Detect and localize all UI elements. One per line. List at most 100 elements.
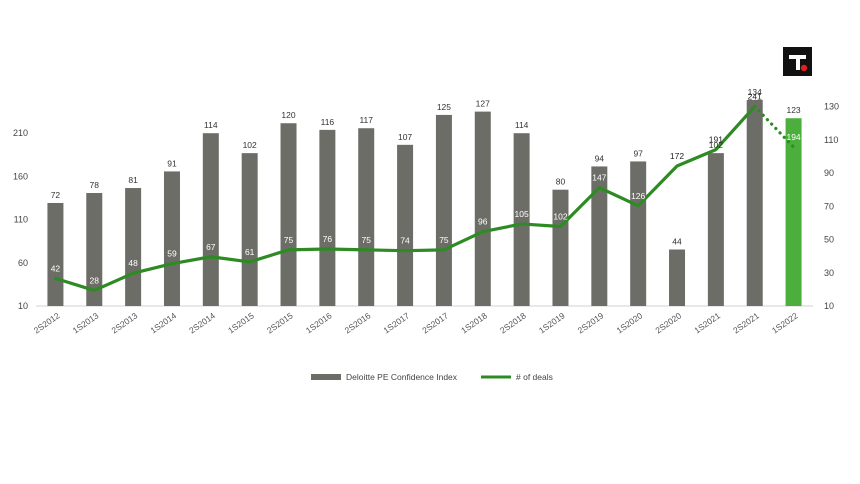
right-tick-label: 70 [824,201,834,211]
legend: Deloitte PE Confidence Index # of deals [311,372,553,382]
x-tick-label: 1S2017 [381,310,411,335]
right-axis: 10 30 50 70 90 110 130 [824,102,839,311]
x-tick-label: 2S2019 [576,310,606,335]
deal-value-label: 172 [670,151,684,161]
x-tick-label: 2S2012 [32,310,62,335]
x-tick-label: 2S2014 [187,310,217,335]
bar-value-label: 81 [128,175,138,185]
x-tick-label: 1S2019 [537,310,567,335]
deal-value-label: 105 [515,209,529,219]
bar-value-label: 97 [633,148,643,158]
x-axis-ticks: 2S2012 1S2013 2S2013 1S2014 2S2014 1S2015 2S20… [32,310,800,335]
bar [241,153,258,306]
bar-value-label: 94 [595,153,605,163]
x-tick-label: 2S2015 [265,310,295,335]
bar [552,189,569,306]
deal-value-label: 147 [592,173,606,183]
x-tick-label: 1S2020 [615,310,645,335]
x-tick-label: 2S2016 [343,310,373,335]
bar-value-label: 120 [281,110,295,120]
bar-value-label: 44 [672,237,682,247]
x-tick-label: 2S2018 [498,310,528,335]
bar-value-label: 114 [515,120,529,130]
bar [785,118,802,306]
legend-swatch-index [311,374,341,380]
x-tick-label: 1S2015 [226,310,256,335]
bar-value-label: 102 [709,140,723,150]
bar-value-label: 91 [167,158,177,168]
right-tick-label: 30 [824,268,834,278]
bar [125,188,142,306]
deal-value-label: 48 [128,258,138,268]
x-tick-label: 1S2016 [304,310,334,335]
deal-value-label: 76 [323,234,333,244]
bar [707,153,724,306]
bar-value-label: 107 [398,132,412,142]
bar [630,161,647,306]
deal-value-label: 241 [748,91,762,101]
bar [358,128,375,306]
bars [47,99,802,306]
deal-value-label: 61 [245,247,255,257]
bar [474,111,491,306]
left-tick-label: 160 [13,171,28,181]
bar-labels: 72 78 81 91 114 102 120 116 117 107 125 127 114 80 94 9… [51,87,801,247]
bar [47,202,64,306]
bar-value-label: 125 [437,102,451,112]
bar-value-label: 80 [556,177,566,187]
x-tick-label: 1S2013 [71,310,101,335]
bar [202,133,219,306]
deal-value-label: 74 [400,236,410,246]
legend-label-deals: # of deals [516,372,553,382]
legend-label-index: Deloitte PE Confidence Index [346,372,458,382]
x-tick-label: 2S2013 [110,310,140,335]
right-tick-label: 50 [824,235,834,245]
right-tick-label: 110 [824,135,838,145]
x-tick-label: 1S2022 [770,310,800,335]
deals-line [53,104,796,293]
right-tick-label: 90 [824,168,834,178]
deal-value-label: 191 [709,135,723,145]
left-tick-label: 110 [14,215,28,225]
bar [86,193,103,306]
bar [591,166,608,306]
bar-value-label: 72 [51,190,61,200]
deal-value-label: 126 [631,191,645,201]
bar-value-label: 134 [748,87,762,97]
bar-value-label: 102 [243,140,257,150]
left-tick-label: 210 [13,128,28,138]
bar [319,129,336,306]
x-tick-label: 1S2021 [692,310,722,335]
deal-value-label: 102 [553,212,567,222]
left-axis: 10 60 110 160 210 [13,128,28,311]
x-tick-label: 2S2021 [731,310,761,335]
bar [397,144,414,306]
deal-value-label: 42 [51,263,61,273]
deal-value-label: 194 [786,132,800,142]
deals-line-path [53,104,757,293]
bar-value-label: 123 [786,105,800,115]
bar [513,133,530,306]
deal-value-label: 75 [361,235,371,245]
deal-value-label: 67 [206,242,216,252]
bar [746,99,763,306]
left-tick-label: 60 [18,258,28,268]
x-tick-label: 1S2018 [459,310,489,335]
deal-value-label: 75 [439,235,449,245]
bar-value-label: 117 [359,115,373,125]
deal-value-label: 59 [167,249,177,259]
bar [669,249,686,306]
deal-value-label: 96 [478,217,488,227]
brand-logo-icon [783,47,812,76]
bar-value-label: 114 [204,120,218,130]
deal-value-label: 28 [90,275,100,285]
deal-labels: 42 28 48 59 67 61 75 76 75 74 75 96 105 102 147 126 172 1… [51,91,801,285]
left-tick-label: 10 [18,301,28,311]
bar-value-label: 127 [476,99,490,109]
x-tick-label: 2S2017 [420,310,450,335]
bar [435,114,452,306]
bar-value-label: 78 [90,180,100,190]
x-tick-label: 1S2014 [148,310,178,335]
deal-value-label: 75 [284,235,294,245]
